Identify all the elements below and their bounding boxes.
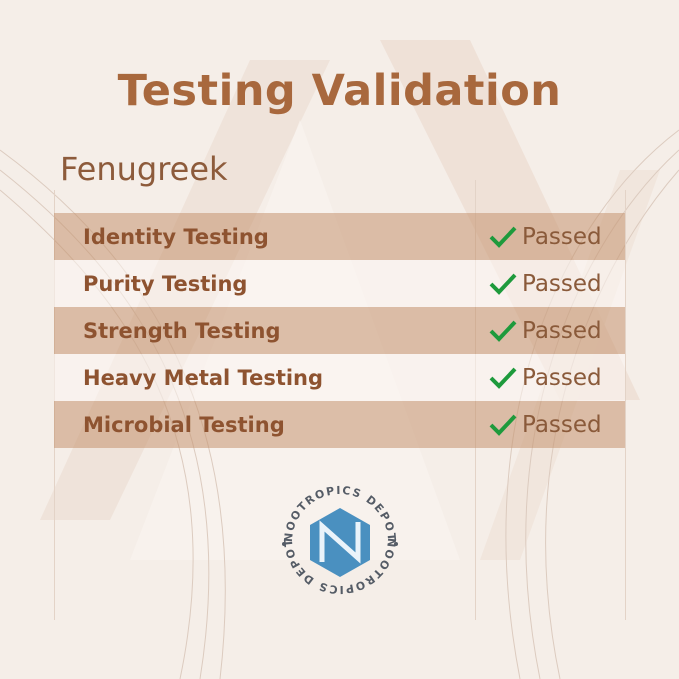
product-name: Fenugreek <box>60 150 228 188</box>
test-result: Passed <box>522 270 602 297</box>
page-title: Testing Validation <box>117 66 562 116</box>
checkmark-icon <box>489 414 517 436</box>
table-row: Heavy Metal Testing Passed <box>54 354 625 401</box>
test-result: Passed <box>522 411 602 438</box>
checkmark-icon <box>489 320 517 342</box>
nootropics-depot-logo: NOOTROPICS DEPOT NOOTROPICS DEPOT <box>282 484 398 596</box>
table-row: Purity Testing Passed <box>54 260 625 307</box>
test-result: Passed <box>522 223 602 250</box>
checkmark-icon <box>489 367 517 389</box>
table-row: Identity Testing Passed <box>54 213 625 260</box>
test-name: Microbial Testing <box>83 412 285 437</box>
divider <box>625 190 626 620</box>
table-row: Microbial Testing Passed <box>54 401 625 448</box>
checkmark-icon <box>489 273 517 295</box>
test-name: Purity Testing <box>83 271 248 296</box>
test-table: Identity Testing Passed Purity Testing P… <box>54 213 625 448</box>
test-name: Strength Testing <box>83 318 281 343</box>
table-row: Strength Testing Passed <box>54 307 625 354</box>
test-result: Passed <box>522 364 602 391</box>
checkmark-icon <box>489 226 517 248</box>
test-name: Heavy Metal Testing <box>83 365 324 390</box>
test-result: Passed <box>522 317 602 344</box>
test-name: Identity Testing <box>83 224 269 249</box>
